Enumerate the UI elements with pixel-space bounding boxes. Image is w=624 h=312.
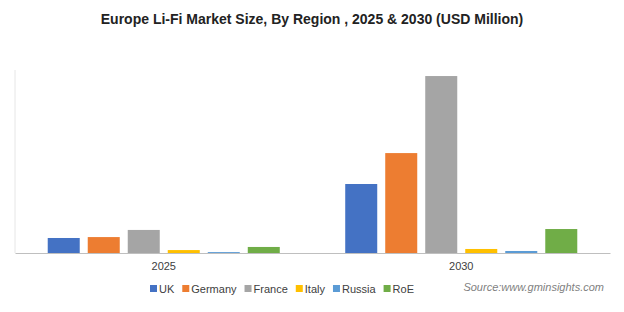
legend-label: France: [254, 283, 288, 295]
bar: [48, 238, 80, 253]
legend-label: UK: [159, 283, 175, 295]
legend-item: Russia: [333, 283, 377, 295]
legend-swatch: [296, 285, 303, 292]
legend-item: Italy: [296, 283, 326, 295]
legend-item: UK: [150, 283, 175, 295]
legend-label: Italy: [305, 283, 326, 295]
legend-label: Russia: [342, 283, 377, 295]
x-axis-line: [16, 253, 611, 254]
bars: [48, 76, 578, 253]
legend-swatch: [150, 285, 157, 292]
x-tick: 2025: [152, 253, 176, 272]
y-axis: [15, 70, 16, 253]
legend-item: France: [245, 283, 288, 295]
bar: [345, 184, 377, 253]
bar: [168, 250, 200, 253]
bar: [248, 247, 280, 253]
legend-label: RoE: [393, 283, 414, 295]
x-tick: 2030: [449, 253, 473, 272]
chart: Europe Li-Fi Market Size, By Region , 20…: [0, 0, 624, 312]
title: Europe Li-Fi Market Size, By Region , 20…: [101, 11, 523, 27]
legend-swatch: [245, 285, 252, 292]
legend-swatch: [384, 285, 391, 292]
bar: [505, 251, 537, 253]
x-tick-label: 2030: [449, 260, 473, 272]
bar: [545, 229, 577, 253]
source: Source:www.gminsights.com: [463, 281, 604, 293]
y-axis-line: [15, 70, 16, 253]
bar: [208, 252, 240, 253]
bar: [385, 153, 417, 253]
bar: [425, 76, 457, 253]
legend-swatch: [182, 285, 189, 292]
legend-item: RoE: [384, 283, 414, 295]
legend-item: Germany: [182, 283, 237, 295]
legend-label: Germany: [191, 283, 237, 295]
x-axis: 2025 2030: [16, 253, 611, 272]
bar: [465, 249, 497, 253]
legend-swatch: [333, 285, 340, 292]
legend: UK Germany France Italy Russia RoE: [150, 283, 414, 295]
x-tick-label: 2025: [152, 260, 176, 272]
bar: [88, 237, 120, 253]
bar: [128, 230, 160, 253]
